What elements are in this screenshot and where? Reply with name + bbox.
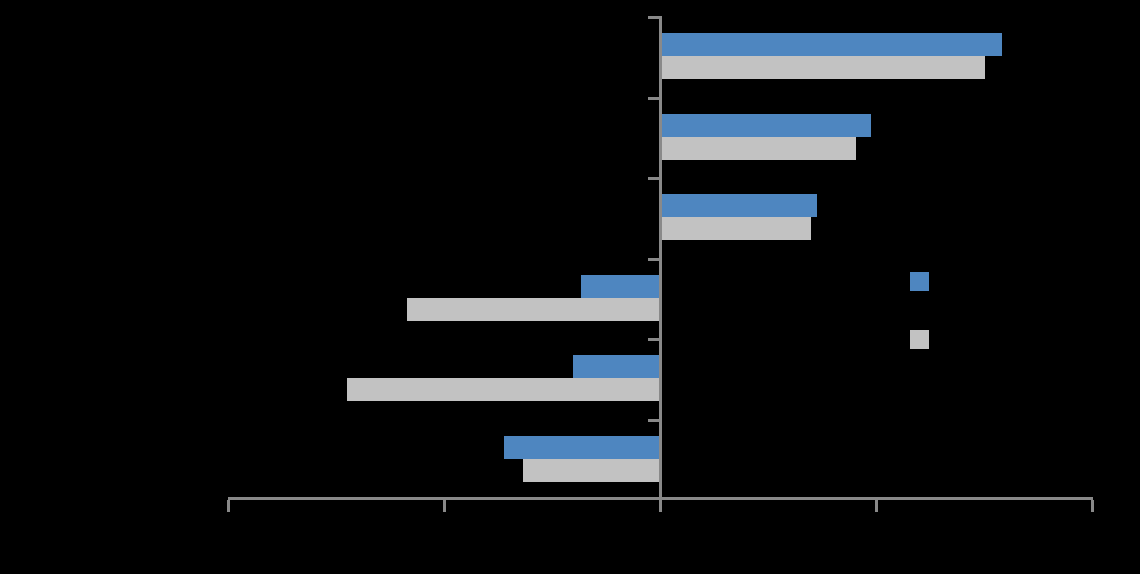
x-axis-line — [228, 497, 1093, 500]
bar-series-1-group-3 — [662, 194, 818, 217]
bar-series-1-group-2 — [662, 113, 872, 137]
bar-series-2-group-5 — [346, 378, 659, 401]
bar-series-2-group-6 — [523, 458, 659, 482]
bar-series-1-group-4 — [581, 274, 659, 298]
y-axis-tick — [648, 257, 659, 261]
bar-series-1-group-5 — [572, 355, 659, 378]
legend-swatch-series-1 — [910, 272, 929, 291]
y-axis-tick — [648, 338, 659, 341]
y-axis-line — [659, 16, 662, 512]
bar-series-2-group-1 — [662, 56, 986, 79]
y-axis-tick — [648, 96, 659, 100]
x-axis-tick — [875, 500, 878, 512]
bar-series-1-group-1 — [662, 33, 1003, 56]
y-axis-tick — [648, 418, 659, 422]
bar-series-2-group-3 — [662, 217, 811, 240]
bar-series-2-group-2 — [662, 136, 856, 160]
y-axis-tick — [648, 177, 659, 180]
y-axis-tick — [648, 16, 659, 19]
x-axis-tick — [659, 500, 662, 512]
legend-item-series-1 — [910, 272, 939, 291]
bar-series-2-group-4 — [406, 297, 659, 321]
legend-item-series-2 — [910, 330, 939, 349]
bar-series-1-group-6 — [503, 435, 659, 459]
legend-swatch-series-2 — [910, 330, 929, 349]
x-axis-tick — [443, 500, 446, 512]
x-axis-tick — [227, 500, 230, 512]
x-axis-tick — [1091, 500, 1094, 512]
